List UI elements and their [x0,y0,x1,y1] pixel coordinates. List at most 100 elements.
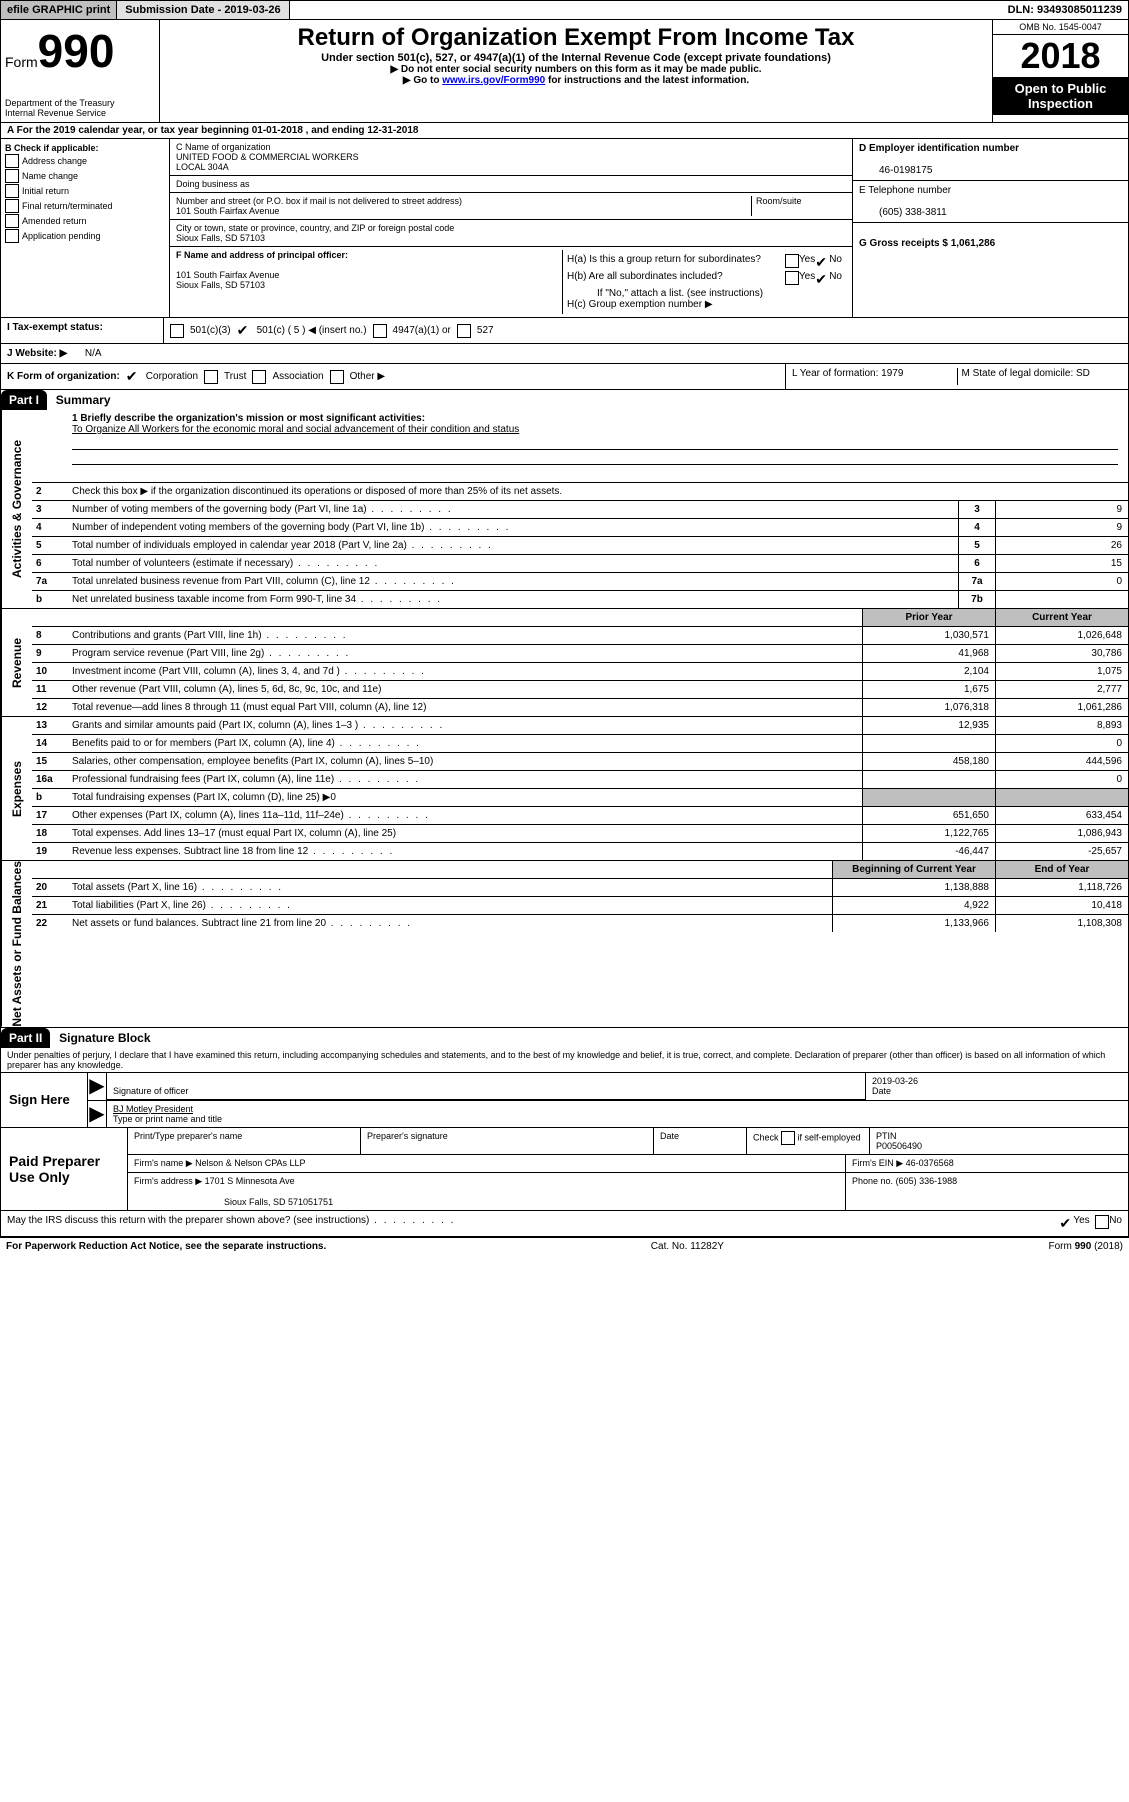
entity-block: B Check if applicable: Address change Na… [0,139,1129,318]
initial-return-checkbox[interactable] [5,184,19,198]
sig-date-value: 2019-03-26 [872,1076,918,1086]
address-change-checkbox[interactable] [5,154,19,168]
v6: 15 [995,555,1128,572]
submission-date-button[interactable]: Submission Date - 2019-03-26 [116,1,289,19]
line-a: A For the 2019 calendar year, or tax yea… [0,123,1129,139]
name-change-checkbox[interactable] [5,169,19,183]
typed-name: BJ Motley President [113,1104,193,1114]
other-checkbox[interactable] [330,370,344,384]
firm-ein-cell: Firm's EIN ▶ 46-0376568 [845,1155,1128,1172]
q16a: Professional fundraising fees (Part IX, … [68,771,862,788]
p13: 12,935 [862,717,995,734]
q2-text: Check this box ▶ if the organization dis… [68,483,1128,500]
ha-yes-checkbox[interactable] [785,254,799,268]
q9: Program service revenue (Part VIII, line… [68,645,862,662]
q17: Other expenses (Part IX, column (A), lin… [68,807,862,824]
name-change-label: Name change [22,171,78,181]
hb-no-checkmark: ✔ [815,271,829,288]
hb-yes-checkbox[interactable] [785,271,799,285]
p8: 1,030,571 [862,627,995,644]
prior-year-header: Prior Year [862,609,995,626]
form-label: Form [5,54,38,70]
application-pending-checkbox[interactable] [5,229,19,243]
prep-sig-header: Preparer's signature [360,1128,653,1154]
line-j: J Website: ▶ N/A [0,344,1129,364]
q22: Net assets or fund balances. Subtract li… [68,915,832,932]
p19: -46,447 [862,843,995,860]
paid-prep-label: Paid Preparer Use Only [1,1128,127,1210]
q20: Total assets (Part X, line 16) [68,879,832,896]
part1-title: Summary [50,393,111,407]
officer-addr1: 101 South Fairfax Avenue [176,270,279,280]
rev-vtab: Revenue [1,609,32,716]
topbar: efile GRAPHIC print Submission Date - 20… [0,0,1129,20]
firm-name-cell: Firm's name ▶ Nelson & Nelson CPAs LLP [127,1155,845,1172]
street-label: Number and street (or P.O. box if mail i… [176,196,462,206]
public-inspection-badge: Open to Public Inspection [993,77,1128,115]
blank-line-3 [72,465,1118,479]
ha-yes-label: Yes [799,254,815,271]
assoc-label: Association [272,371,323,382]
ein-cell: D Employer identification number 46-0198… [853,139,1128,181]
p11: 1,675 [862,681,995,698]
efile-print-button[interactable]: efile GRAPHIC print [1,1,116,19]
c17: 633,454 [995,807,1128,824]
officer-cell: F Name and address of principal officer:… [170,247,852,317]
corp-checkmark: ✔ [126,368,140,385]
state-domicile: M State of legal domicile: SD [958,368,1123,385]
activities-governance-block: Activities & Governance 1 Briefly descri… [0,410,1129,609]
discuss-row: May the IRS discuss this return with the… [0,1211,1129,1237]
4947-checkbox[interactable] [373,324,387,338]
exp-vtab: Expenses [1,717,32,860]
sig-officer-label: Signature of officer [113,1086,188,1096]
corp-label: Corporation [146,371,198,382]
amended-return-label: Amended return [22,216,87,226]
amended-return-checkbox[interactable] [5,214,19,228]
trust-checkbox[interactable] [204,370,218,384]
part2-title: Signature Block [53,1031,150,1045]
final-return-checkbox[interactable] [5,199,19,213]
form-header: Form990 Department of the Treasury Inter… [0,20,1129,123]
501c3-checkbox[interactable] [170,324,184,338]
expenses-block: Expenses 13Grants and similar amounts pa… [0,717,1129,861]
org-name-1: UNITED FOOD & COMMERCIAL WORKERS [176,152,359,162]
discuss-no-checkbox[interactable] [1095,1215,1109,1229]
dba-cell: Doing business as [170,176,852,193]
street-value: 101 South Fairfax Avenue [176,206,279,216]
irs-link[interactable]: www.irs.gov/Form990 [442,75,545,86]
v7a: 0 [995,573,1128,590]
dept-label-2: Internal Revenue Service [5,108,155,118]
p9: 41,968 [862,645,995,662]
hb-label: H(b) Are all subordinates included? [567,271,785,288]
tel-value: (605) 338-3811 [859,207,947,218]
j-label: J Website: ▶ [7,348,67,359]
h-block: H(a) Is this a group return for subordin… [562,250,846,314]
527-checkbox[interactable] [457,324,471,338]
org-name-cell: C Name of organization UNITED FOOD & COM… [170,139,852,176]
right-d-block: D Employer identification number 46-0198… [852,139,1128,317]
p16a [862,771,995,788]
officer-label: F Name and address of principal officer: [176,250,348,260]
p20: 1,138,888 [832,879,995,896]
firm-addr-cell: Firm's address ▶ 1701 S Minnesota AveSio… [127,1173,845,1210]
end-year-header: End of Year [995,861,1128,878]
q1-label: 1 Briefly describe the organization's mi… [72,413,425,424]
mission-text: To Organize All Workers for the economic… [72,424,519,435]
net-assets-block: Net Assets or Fund Balances Beginning of… [0,861,1129,1028]
self-emp-checkbox[interactable] [781,1131,795,1145]
ha-label: H(a) Is this a group return for subordin… [567,254,785,271]
form-subtitle-3: ▶ Go to www.irs.gov/Form990 for instruct… [164,75,988,86]
part1-header: Part I Summary [0,390,1129,410]
beg-year-header: Beginning of Current Year [832,861,995,878]
c10: 1,075 [995,663,1128,680]
k-label: K Form of organization: [7,371,120,382]
form-number: 990 [38,25,115,77]
assoc-checkbox[interactable] [252,370,266,384]
hc-label: H(c) Group exemption number ▶ [567,299,842,310]
p18: 1,122,765 [862,825,995,842]
q7a-text: Total unrelated business revenue from Pa… [68,573,958,590]
c13: 8,893 [995,717,1128,734]
c15: 444,596 [995,753,1128,770]
c16a: 0 [995,771,1128,788]
trust-label: Trust [224,371,246,382]
